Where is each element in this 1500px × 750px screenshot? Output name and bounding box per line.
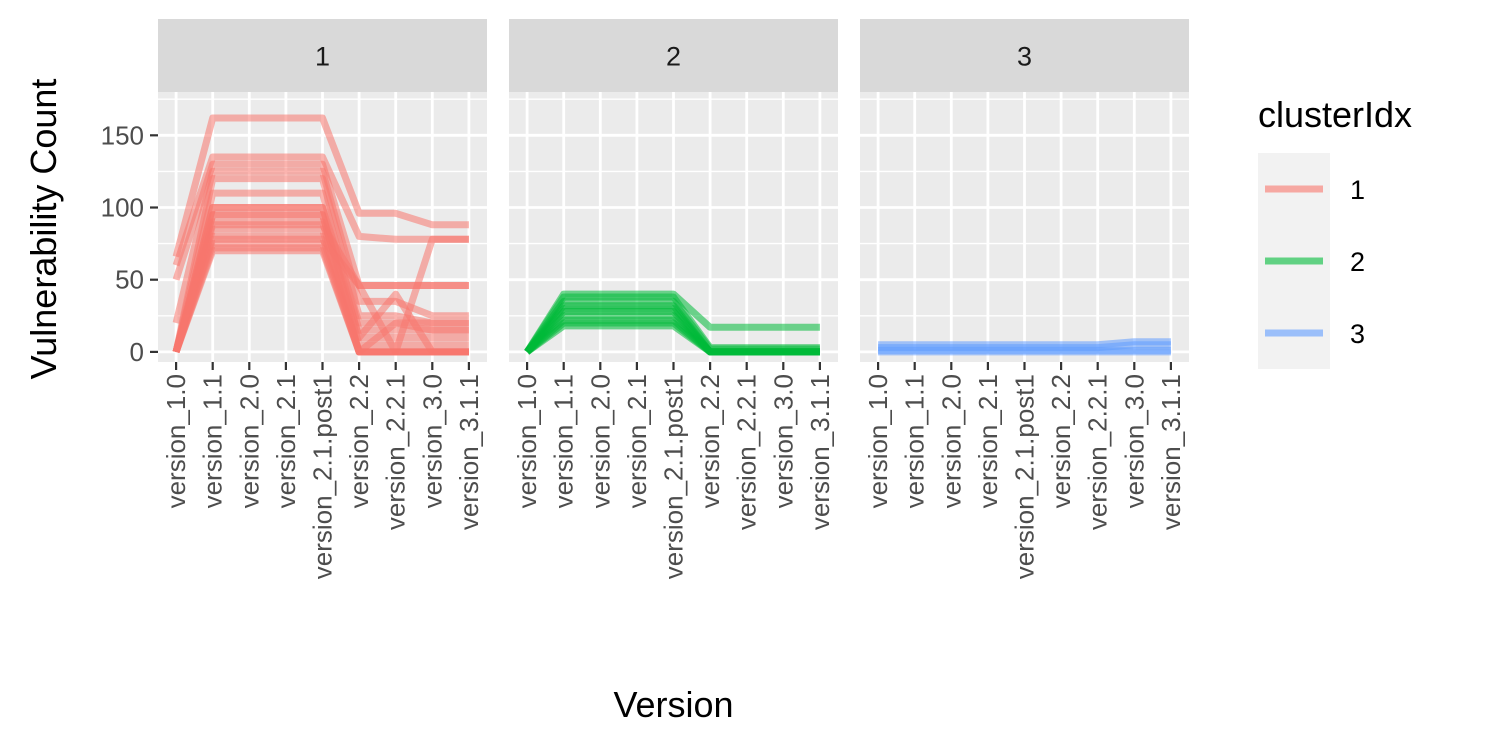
facet-strip-background — [860, 19, 1189, 92]
facet-strip-label: 3 — [1017, 42, 1032, 72]
x-axis-title: Version — [613, 684, 733, 725]
x-tick-label: version_2.1 — [271, 374, 301, 508]
y-tick-label: 100 — [101, 193, 144, 223]
series-line-17 — [172, 244, 469, 356]
series-line-1 — [172, 114, 469, 258]
series-line-10 — [525, 322, 820, 356]
x-tick-label: version_2.2 — [1046, 374, 1076, 508]
x-tick-label: version_2.0 — [936, 374, 966, 508]
series-line-2 — [172, 153, 469, 267]
x-tick-label: version_3.0 — [1119, 374, 1149, 508]
legend-label-1: 1 — [1350, 175, 1365, 205]
x-tick-label: version_1.0 — [863, 374, 893, 508]
x-tick-label: version_1.1 — [549, 374, 579, 508]
series-line-15 — [172, 235, 469, 356]
legend-title: clusterIdx — [1258, 94, 1412, 135]
x-tick-label: version_1.1 — [900, 374, 930, 508]
x-tick-label: version_1.1 — [198, 374, 228, 508]
x-tick-label: version_2.1 — [973, 374, 1003, 508]
y-axis-title: Vulnerability Count — [23, 79, 64, 380]
x-tick-label: version_2.1.post1 — [659, 374, 689, 579]
x-tick-label: version_1.0 — [512, 374, 542, 508]
x-tick-label: version_2.2.1 — [732, 374, 762, 530]
x-tick-label: version_2.0 — [234, 374, 264, 508]
y-tick-label: 0 — [130, 337, 144, 367]
x-tick-label: version_3.0 — [417, 374, 447, 508]
x-tick-label: version_2.0 — [585, 374, 615, 508]
y-tick-label: 50 — [115, 265, 144, 295]
x-tick-label: version_3.1.1 — [454, 374, 484, 530]
x-tick-label: version_2.2.1 — [381, 374, 411, 530]
facet-strip-label: 1 — [315, 42, 330, 72]
x-tick-label: version_2.2.1 — [1083, 374, 1113, 530]
x-tick-label: version_2.2 — [344, 374, 374, 508]
x-tick-label: version_1.0 — [161, 374, 191, 508]
legend: clusterIdx 1 2 3 — [1258, 94, 1412, 369]
legend-label-2: 2 — [1350, 247, 1365, 277]
x-tick-label: version_2.1 — [622, 374, 652, 508]
x-tick-label: version_3.0 — [768, 374, 798, 508]
legend-label-3: 3 — [1350, 319, 1365, 349]
x-tick-label: version_3.1.1 — [1156, 374, 1186, 530]
series-line-18 — [172, 204, 469, 353]
x-tick-label: version_2.1.post1 — [308, 374, 338, 579]
x-tick-label: version_2.2 — [695, 374, 725, 508]
x-tick-label: version_3.1.1 — [805, 374, 835, 530]
facet-strip-background — [158, 19, 487, 92]
x-tick-label: version_2.1.post1 — [1010, 374, 1040, 579]
series-line-4 — [172, 167, 469, 324]
facet-strip-label: 2 — [666, 42, 681, 72]
y-tick-label: 150 — [101, 120, 144, 150]
facet-strip-background — [509, 19, 838, 92]
